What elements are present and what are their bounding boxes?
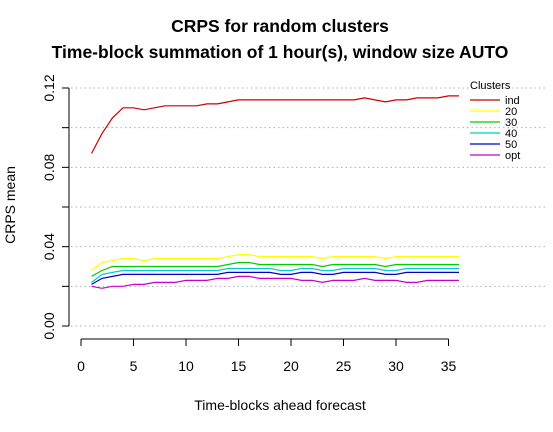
legend-label-50: 50 — [505, 139, 517, 151]
x-tick-label: 10 — [178, 358, 194, 374]
y-tick-label: 0.12 — [41, 74, 57, 101]
x-tick-label: 20 — [283, 358, 299, 374]
legend-label-ind: ind — [505, 95, 520, 107]
y-tick-label: 0.00 — [41, 312, 57, 339]
y-axis-label: CRPS mean — [2, 166, 18, 244]
gridlines — [62, 87, 548, 327]
series-line-opt — [91, 275, 459, 289]
x-tick-label: 5 — [130, 358, 138, 374]
chart-title: CRPS for random clusters — [171, 16, 389, 36]
series-line-20 — [91, 254, 459, 271]
x-tick-label: 15 — [231, 358, 247, 374]
legend-label-20: 20 — [505, 106, 517, 118]
x-tick-label: 30 — [388, 358, 404, 374]
legend-label-opt: opt — [505, 150, 520, 162]
legend-label-40: 40 — [505, 128, 517, 140]
legend-title: Clusters — [470, 80, 511, 92]
series-lines — [90, 95, 459, 289]
y-tick-label: 0.08 — [41, 153, 57, 180]
x-tick-label: 35 — [441, 358, 457, 374]
series-line-30 — [91, 261, 459, 277]
legend-label-30: 30 — [505, 117, 517, 129]
x-tick-label: 0 — [77, 358, 85, 374]
chart-subtitle: Time-block summation of 1 hour(s), windo… — [52, 42, 509, 62]
axes: 0 5 10 15 20 25 30 35 0.00 0.04 0.08 0.12 — [41, 74, 456, 374]
y-tick-label: 0.04 — [41, 233, 57, 260]
x-axis-label: Time-blocks ahead forecast — [194, 397, 366, 413]
x-tick-label: 25 — [336, 358, 352, 374]
series-line-ind — [90, 95, 459, 154]
series-line-50 — [91, 271, 459, 285]
series-line-40 — [91, 267, 459, 283]
